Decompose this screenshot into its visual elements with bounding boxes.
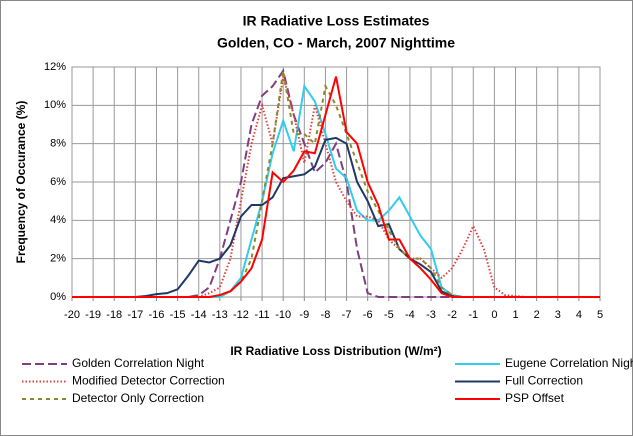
x-tick-label: 0 (491, 309, 497, 321)
y-tick-label: 12% (44, 61, 66, 73)
chart-title: IR Radiative Loss Estimates (243, 13, 430, 29)
legend-text: Modified Detector Correction (72, 374, 225, 388)
x-tick-label: -15 (170, 309, 186, 321)
x-tick-label: -5 (384, 309, 394, 321)
legend-text: PSP Offset (505, 391, 565, 405)
legend-text: Eugene Correlation Night Adjusted (505, 356, 633, 370)
series-line (72, 76, 600, 298)
x-tick-label: 5 (597, 309, 603, 321)
y-tick-label: 10% (44, 99, 66, 111)
x-tick-label: -17 (127, 309, 143, 321)
x-tick-label: 3 (555, 309, 561, 321)
x-tick-label: -11 (255, 309, 270, 321)
x-tick-label: -20 (64, 309, 80, 321)
y-tick-label: 4% (50, 214, 66, 226)
legend-text: Full Correction (505, 374, 583, 388)
x-tick-label: -7 (342, 309, 352, 321)
x-axis-label: IR Radiative Loss Distribution (W/m²) (230, 344, 441, 358)
x-tick-label: 2 (534, 309, 540, 321)
x-tick-label: -12 (233, 309, 249, 321)
x-tick-label: -19 (85, 309, 101, 321)
x-tick-label: -10 (275, 309, 291, 321)
y-tick-label: 2% (50, 253, 66, 265)
x-tick-label: -6 (363, 309, 373, 321)
legend-text: Golden Correlation Night (72, 356, 205, 370)
x-tick-label: -8 (321, 309, 331, 321)
x-tick-label: -16 (149, 309, 165, 321)
x-tick-label: 4 (576, 309, 582, 321)
y-tick-label: 0% (50, 291, 66, 303)
y-axis-label: Frequency of Occurance (%) (14, 101, 28, 264)
x-tick-label: -9 (299, 309, 309, 321)
y-tick-label: 6% (50, 176, 66, 188)
x-tick-label: -2 (447, 309, 457, 321)
x-tick-label: 1 (512, 309, 518, 321)
x-tick-label: -4 (405, 309, 415, 321)
x-tick-label: -3 (426, 309, 436, 321)
chart-subtitle: Golden, CO - March, 2007 Nighttime (217, 35, 455, 51)
legend-text: Detector Only Correction (72, 391, 204, 405)
x-tick-label: -13 (212, 309, 228, 321)
x-tick-label: -18 (106, 309, 122, 321)
x-tick-label: -1 (468, 309, 478, 321)
x-tick-label: -14 (191, 309, 207, 321)
y-tick-label: 8% (50, 138, 66, 150)
